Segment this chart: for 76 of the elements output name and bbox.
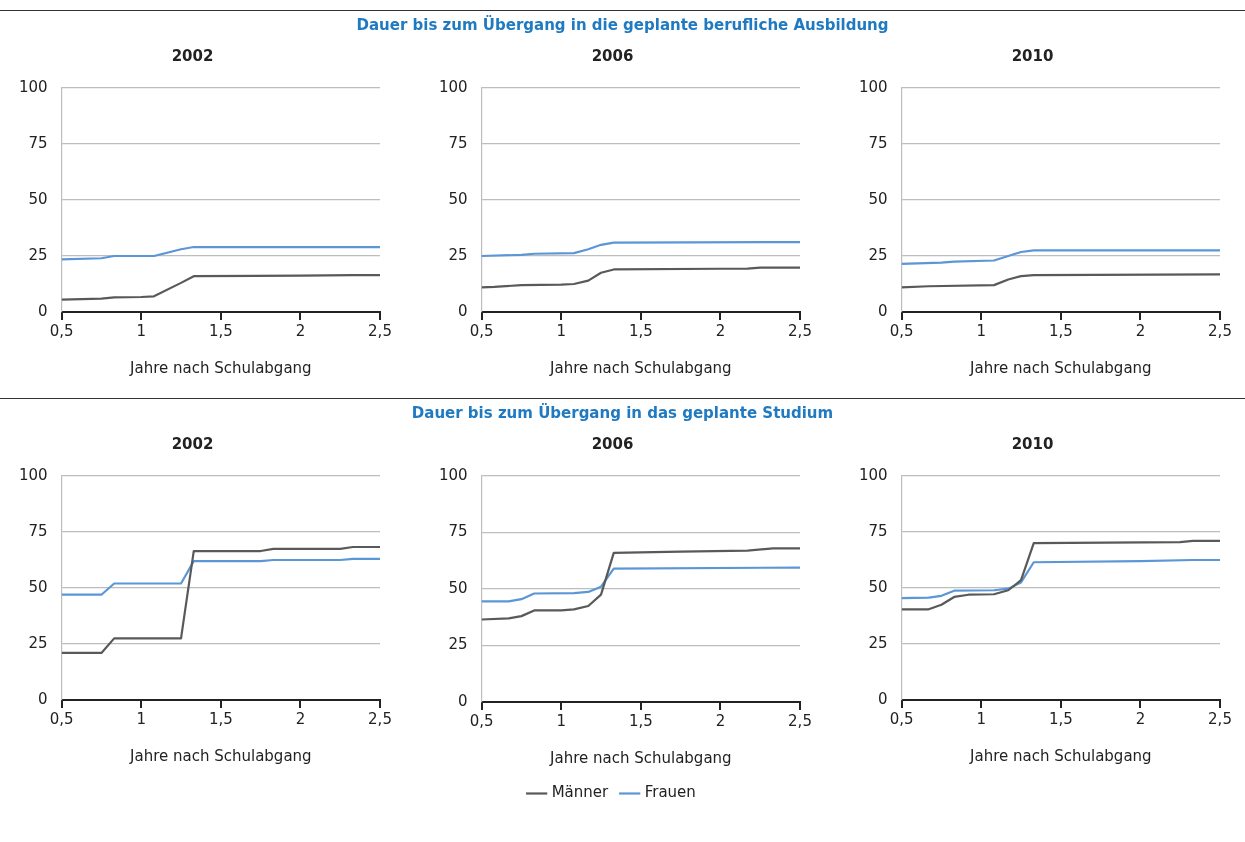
x-tick-label: 0,5 bbox=[49, 321, 74, 340]
legend-label: Männer bbox=[551, 783, 610, 802]
y-tick-label: 75 bbox=[28, 133, 48, 152]
y-tick-label: 100 bbox=[18, 465, 48, 484]
x-tick-label: 2 bbox=[295, 321, 306, 340]
x-tick-label: 2,5 bbox=[788, 711, 812, 730]
x-tick-label: 2 bbox=[295, 709, 306, 728]
chart-title: 2006 bbox=[591, 46, 634, 65]
y-tick-label: 0 bbox=[38, 689, 48, 708]
y-tick-label: 50 bbox=[448, 578, 468, 597]
y-tick-label: 75 bbox=[28, 521, 48, 540]
y-tick-label: 50 bbox=[28, 577, 48, 596]
y-tick-label: 100 bbox=[438, 77, 468, 96]
y-tick-label: 0 bbox=[458, 691, 468, 710]
x-tick-label: 2 bbox=[1135, 709, 1146, 728]
x-tick-label: 1,5 bbox=[1048, 321, 1073, 340]
x-tick-label: 2 bbox=[715, 711, 726, 730]
y-tick-label: 25 bbox=[868, 245, 888, 264]
x-axis-title: Jahre nach Schulabgang bbox=[549, 358, 732, 377]
y-tick-label: 50 bbox=[28, 189, 48, 208]
x-tick-label: 1 bbox=[976, 709, 986, 728]
chart-title: 2010 bbox=[1011, 434, 1054, 453]
y-tick-label: 100 bbox=[438, 465, 468, 484]
x-tick-label: 1 bbox=[556, 321, 566, 340]
y-tick-label: 25 bbox=[28, 633, 48, 652]
chart-title: 2010 bbox=[1011, 46, 1054, 65]
y-tick-label: 0 bbox=[458, 301, 468, 320]
x-tick-label: 2 bbox=[1135, 321, 1146, 340]
x-tick-label: 1,5 bbox=[1048, 709, 1073, 728]
x-tick-label: 1 bbox=[136, 709, 146, 728]
x-tick-label: 0,5 bbox=[889, 321, 914, 340]
y-tick-label: 75 bbox=[448, 522, 468, 541]
text: Dauer bis zum Übergang in das geplante Studium bbox=[0, 398, 1245, 422]
x-tick-label: 2,5 bbox=[368, 709, 392, 728]
y-tick-label: 25 bbox=[448, 245, 468, 264]
x-tick-label: 1,5 bbox=[628, 321, 653, 340]
x-tick-label: 2,5 bbox=[788, 321, 812, 340]
x-tick-label: 0,5 bbox=[469, 321, 494, 340]
x-tick-label: 0,5 bbox=[49, 709, 74, 728]
x-axis-title: Jahre nach Schulabgang bbox=[549, 748, 732, 767]
x-tick-label: 1,5 bbox=[628, 711, 653, 730]
x-axis-title: Jahre nach Schulabgang bbox=[129, 746, 312, 765]
y-tick-label: 100 bbox=[858, 465, 888, 484]
x-tick-label: 1 bbox=[136, 321, 146, 340]
x-axis-title: Jahre nach Schulabgang bbox=[969, 746, 1152, 765]
x-tick-label: 0,5 bbox=[469, 711, 494, 730]
y-tick-label: 50 bbox=[868, 577, 888, 596]
chart-title: 2002 bbox=[171, 434, 214, 453]
y-tick-label: 0 bbox=[878, 689, 888, 708]
x-tick-label: 2,5 bbox=[1208, 709, 1232, 728]
x-tick-label: 0,5 bbox=[889, 709, 914, 728]
y-tick-label: 0 bbox=[878, 301, 888, 320]
text: Dauer bis zum Übergang in die geplante berufliche Ausbildung bbox=[0, 10, 1245, 34]
x-tick-label: 1 bbox=[976, 321, 986, 340]
chart-title: 2002 bbox=[171, 46, 214, 65]
y-tick-label: 100 bbox=[18, 77, 48, 96]
y-tick-label: 25 bbox=[28, 245, 48, 264]
y-tick-label: 75 bbox=[448, 133, 468, 152]
y-tick-label: 50 bbox=[448, 189, 468, 208]
y-tick-label: 75 bbox=[868, 133, 888, 152]
x-tick-label: 2,5 bbox=[368, 321, 392, 340]
x-axis-title: Jahre nach Schulabgang bbox=[969, 358, 1152, 377]
y-tick-label: 0 bbox=[38, 301, 48, 320]
x-axis-title: Jahre nach Schulabgang bbox=[129, 358, 312, 377]
y-tick-label: 75 bbox=[868, 521, 888, 540]
x-tick-label: 2 bbox=[715, 321, 726, 340]
x-tick-label: 2,5 bbox=[1208, 321, 1232, 340]
legend-label: Frauen bbox=[644, 783, 696, 802]
x-tick-label: 1,5 bbox=[208, 321, 233, 340]
x-tick-label: 1,5 bbox=[208, 709, 233, 728]
y-tick-label: 50 bbox=[868, 189, 888, 208]
x-tick-label: 1 bbox=[556, 711, 566, 730]
y-tick-label: 25 bbox=[868, 633, 888, 652]
chart-title: 2006 bbox=[591, 434, 634, 453]
y-tick-label: 25 bbox=[448, 635, 468, 654]
y-tick-label: 100 bbox=[858, 77, 888, 96]
